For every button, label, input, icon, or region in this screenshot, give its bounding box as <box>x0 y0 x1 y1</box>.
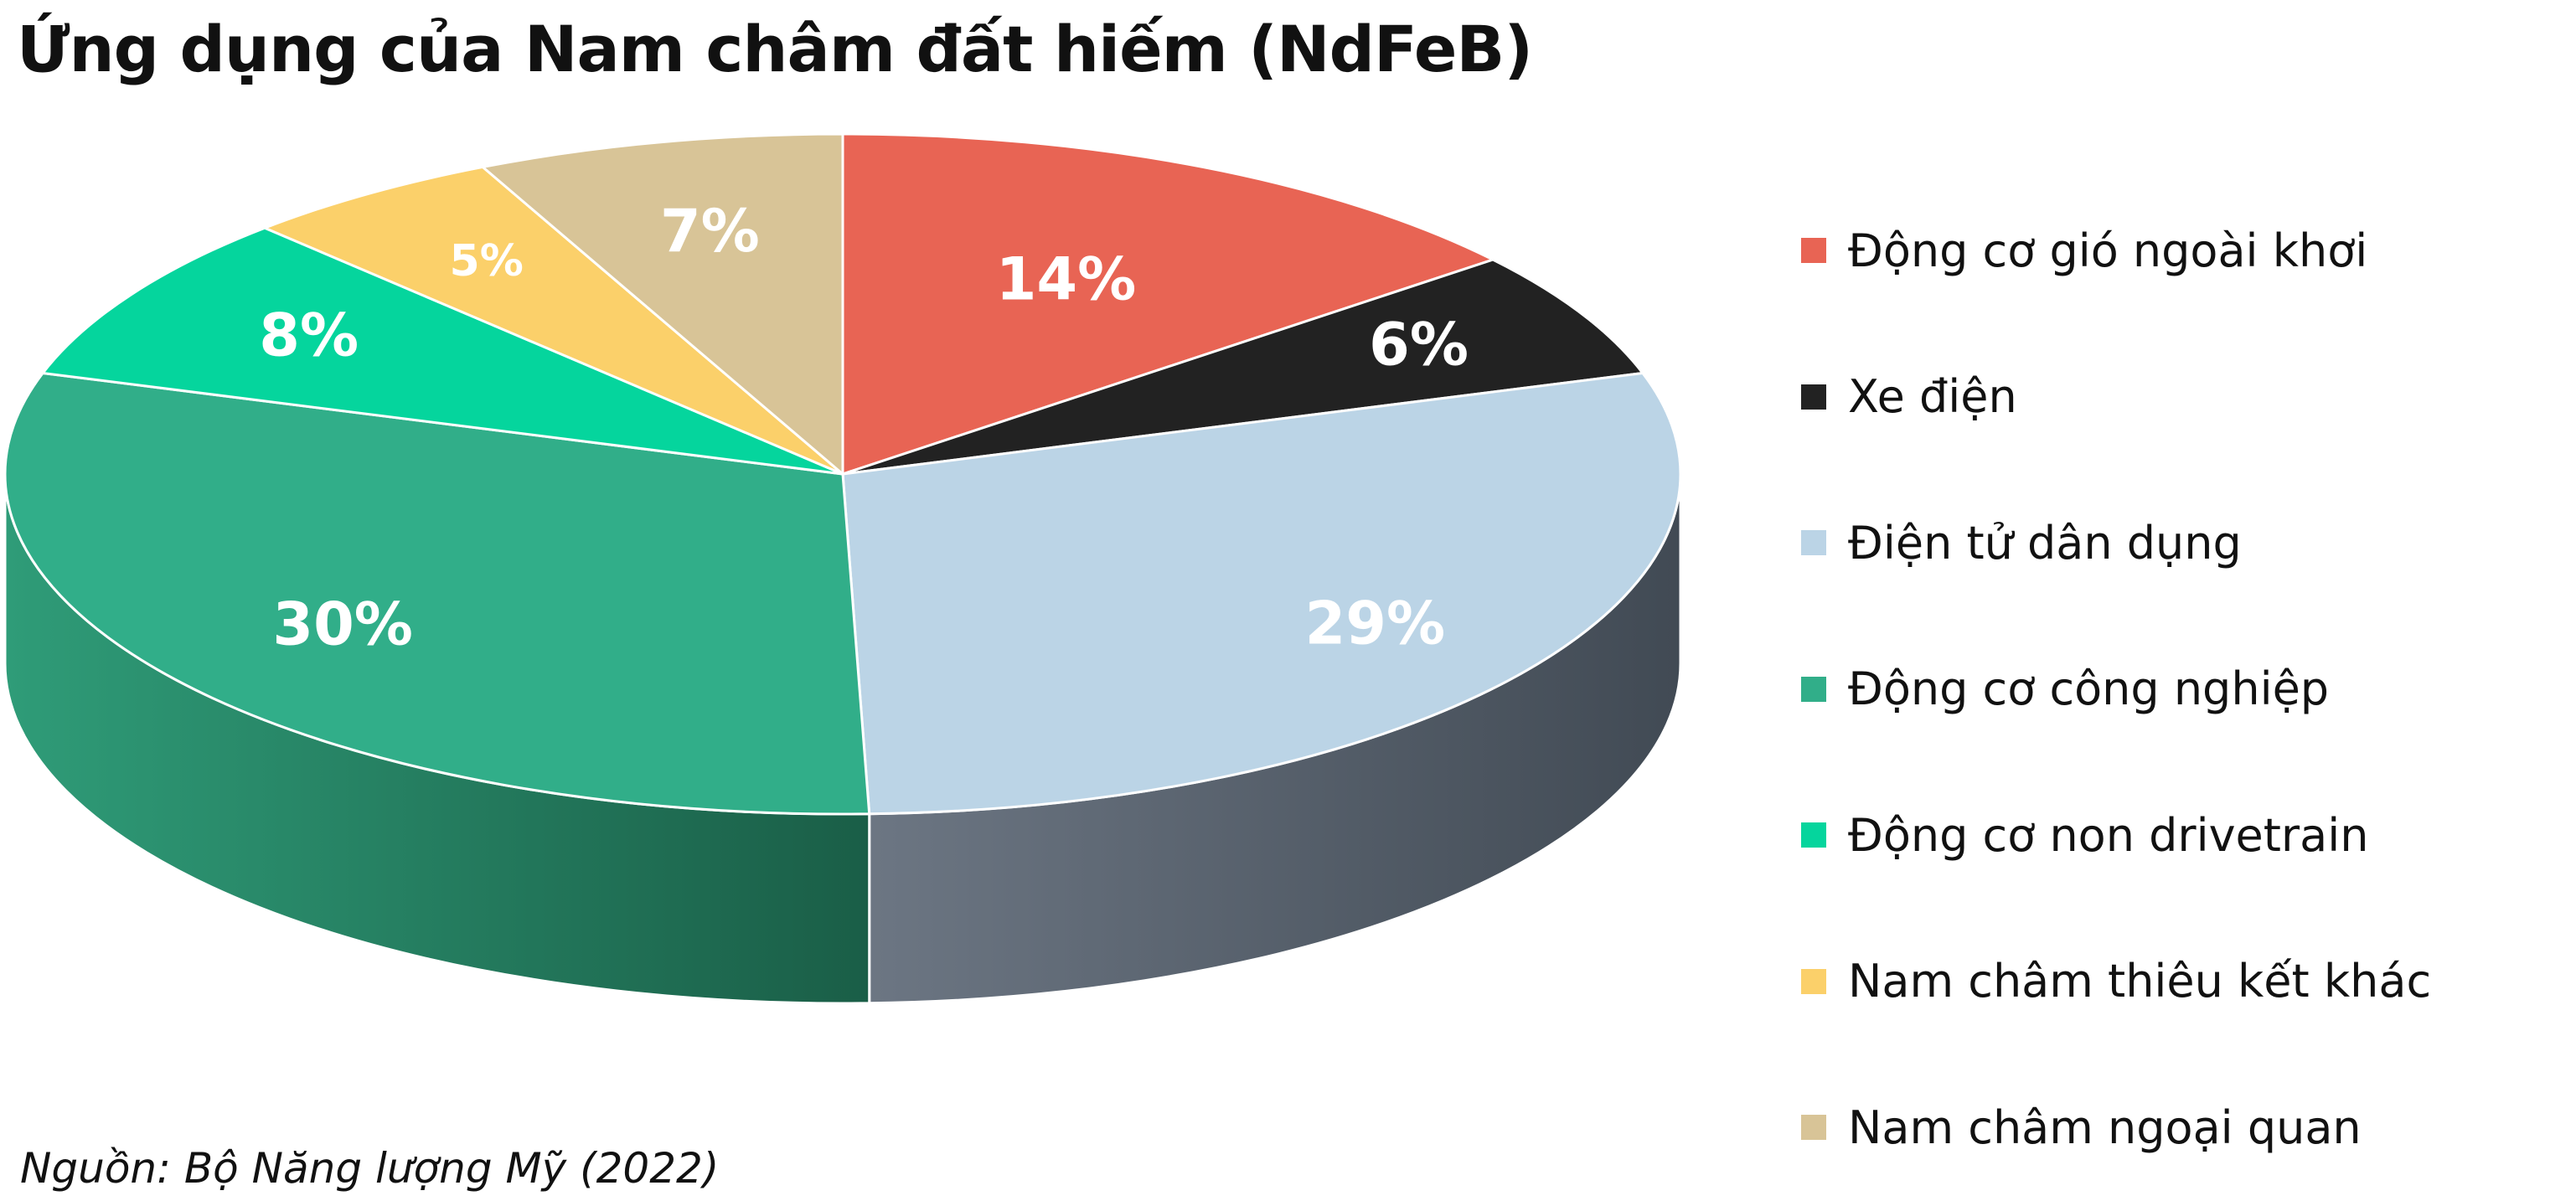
pie-label-6: 7% <box>660 197 760 265</box>
legend-swatch <box>1801 1115 1826 1141</box>
legend-label: Xe điện <box>1848 370 2017 424</box>
pie-top <box>3 132 1682 816</box>
legend-swatch <box>1801 238 1826 264</box>
chart-title: Ứng dụng của Nam châm đất hiếm (NdFeB) <box>17 12 1533 86</box>
legend-swatch <box>1801 384 1826 410</box>
legend: Động cơ gió ngoài khơi Xe điện Điện tử dân… <box>1801 178 2555 1201</box>
pie-label-2: 29% <box>1305 590 1446 658</box>
pie-label-5: 5% <box>450 236 524 286</box>
legend-label: Động cơ non drivetrain <box>1848 808 2369 862</box>
pie-slice-3 <box>3 371 871 816</box>
legend-label: Động cơ gió ngoài khơi <box>1848 224 2368 277</box>
pie-label-0: 14% <box>996 245 1137 314</box>
pie-labels: 14% 6% 29% 30% 8% 5% 7% <box>259 197 1469 659</box>
pie-slice-1 <box>841 258 1644 476</box>
legend-swatch <box>1801 968 1826 994</box>
legend-swatch <box>1801 676 1826 702</box>
legend-label: Nam châm thiêu kết khác <box>1848 955 2432 1008</box>
pie-label-1: 6% <box>1369 310 1469 379</box>
pie-slice-5 <box>263 165 844 476</box>
legend-item: Động cơ non drivetrain <box>1801 762 2555 909</box>
legend-label: Điện tử dân dụng <box>1848 516 2242 570</box>
legend-label: Động cơ công nghiệp <box>1848 662 2330 716</box>
source-note: Nguồn: Bộ Năng lượng Mỹ (2022) <box>20 1144 720 1193</box>
legend-item: Nam châm ngoại quan <box>1801 1054 2555 1201</box>
pie-slice-6 <box>481 132 844 476</box>
pie-label-3: 30% <box>272 590 413 658</box>
legend-item: Nam châm thiêu kết khác <box>1801 909 2555 1055</box>
pie-slice-2 <box>841 371 1682 816</box>
legend-item: Điện tử dân dụng <box>1801 470 2555 616</box>
legend-label: Nam châm ngoại quan <box>1848 1100 2362 1154</box>
legend-swatch <box>1801 530 1826 556</box>
legend-swatch <box>1801 822 1826 848</box>
pie-slice-0 <box>841 132 1494 476</box>
legend-item: Xe điện <box>1801 324 2555 471</box>
legend-item: Động cơ công nghiệp <box>1801 616 2555 763</box>
legend-item: Động cơ gió ngoài khơi <box>1801 178 2555 324</box>
pie-slice-4 <box>41 226 844 476</box>
pie-label-4: 8% <box>259 301 359 369</box>
